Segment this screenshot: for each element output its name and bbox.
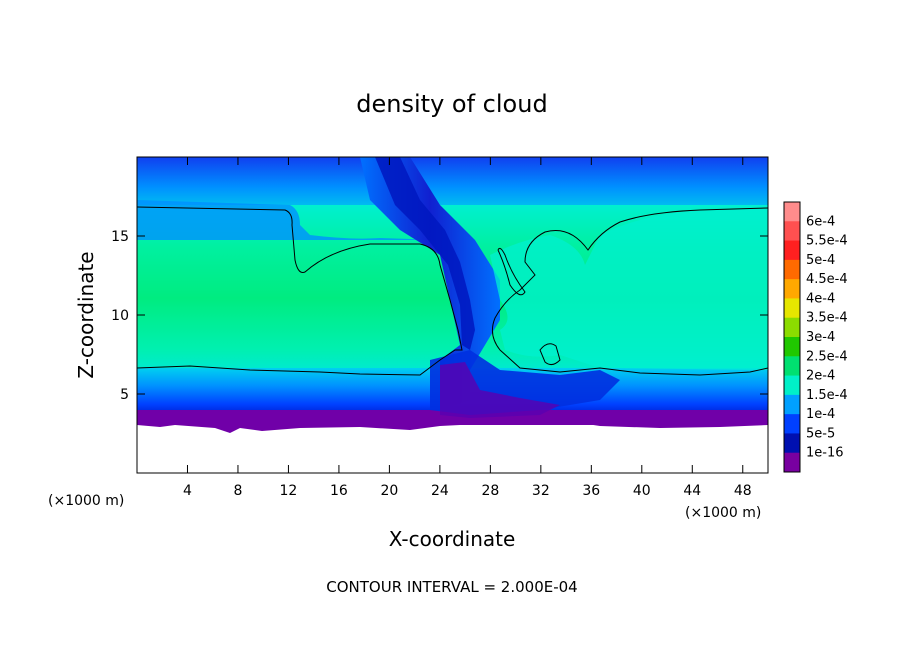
base-ragged-edge bbox=[137, 418, 768, 433]
colorbar-swatch bbox=[784, 298, 800, 319]
colorbar-label: 3.5e-4 bbox=[806, 311, 848, 326]
colorbar-label: 2e-4 bbox=[806, 369, 835, 384]
colorbar-swatch bbox=[784, 433, 800, 454]
colorbar-swatch bbox=[784, 259, 800, 280]
y-tick-label: 10 bbox=[111, 308, 129, 324]
colorbar-swatch bbox=[784, 317, 800, 338]
colorbar-swatch bbox=[784, 279, 800, 299]
x-tick-label: 32 bbox=[532, 483, 550, 499]
colorbar: 6e-4 5.5e-4 5e-4 4.5e-4 4e-4 3.5e-4 3e-4 2.5e-4… bbox=[783, 201, 848, 473]
x-tick-label: 36 bbox=[582, 483, 600, 499]
plot-area bbox=[137, 157, 768, 473]
right-cloud-lobe bbox=[490, 208, 768, 370]
x-tick-label: 24 bbox=[431, 483, 449, 499]
x-tick-label: 40 bbox=[633, 483, 651, 499]
colorbar-label: 3e-4 bbox=[806, 330, 835, 345]
colorbar-swatch bbox=[784, 337, 800, 357]
colorbar-swatch bbox=[784, 375, 800, 396]
colorbar-swatch bbox=[784, 240, 800, 261]
y-tick-label: 15 bbox=[111, 229, 129, 245]
colorbar-swatch bbox=[784, 414, 800, 434]
colorbar-swatch bbox=[784, 452, 800, 473]
chart-title: density of cloud bbox=[356, 90, 547, 118]
colorbar-label: 6e-4 bbox=[806, 214, 835, 229]
colorbar-label: 5e-5 bbox=[806, 426, 835, 441]
contour-interval-note: CONTOUR INTERVAL = 2.000E-04 bbox=[326, 578, 577, 596]
x-tick-label: 48 bbox=[734, 483, 752, 499]
contour-line-hook bbox=[497, 247, 526, 296]
y-tick-label: 5 bbox=[120, 387, 129, 403]
lower-purple-zone bbox=[440, 362, 560, 418]
colorbar-label: 2.5e-4 bbox=[806, 349, 848, 364]
contour-line-left bbox=[137, 206, 463, 376]
y-axis-ticks: 5 10 15 bbox=[111, 229, 768, 403]
x-axis-ticks: 4 8 12 16 20 24 28 32 36 40 44 48 bbox=[183, 157, 752, 499]
colorbar-swatch bbox=[784, 394, 800, 415]
colorbar-label: 1.5e-4 bbox=[806, 388, 848, 403]
colorbar-label: 1e-4 bbox=[806, 407, 835, 422]
colorbar-label: 4.5e-4 bbox=[806, 272, 848, 287]
colorbar-label: 4e-4 bbox=[806, 291, 835, 306]
colorbar-label: 1e-16 bbox=[806, 446, 844, 461]
x-tick-label: 12 bbox=[280, 483, 298, 499]
y-axis-unit-label: (×1000 m) bbox=[48, 493, 124, 509]
y-axis-label: Z-coordinate bbox=[74, 251, 98, 378]
colorbar-label: 5e-4 bbox=[806, 253, 835, 268]
x-axis-label: X-coordinate bbox=[389, 527, 516, 551]
colorbar-swatch bbox=[784, 221, 800, 242]
colorbar-swatch bbox=[784, 202, 800, 222]
x-tick-label: 44 bbox=[683, 483, 701, 499]
contour-line-right bbox=[491, 207, 768, 376]
colorbar-swatch bbox=[784, 356, 800, 377]
contour-line-inner bbox=[539, 343, 561, 366]
x-tick-label: 20 bbox=[380, 483, 398, 499]
colorbar-frame bbox=[783, 201, 801, 473]
updraft-dark-core bbox=[375, 157, 475, 350]
colorbar-label: 5.5e-4 bbox=[806, 234, 848, 249]
x-tick-label: 28 bbox=[481, 483, 499, 499]
x-tick-label: 8 bbox=[233, 483, 242, 499]
sky-left-bump bbox=[137, 200, 440, 240]
x-tick-label: 4 bbox=[183, 483, 192, 499]
empty-region bbox=[137, 425, 768, 473]
x-axis-unit-label: (×1000 m) bbox=[685, 505, 761, 521]
x-tick-label: 16 bbox=[330, 483, 348, 499]
